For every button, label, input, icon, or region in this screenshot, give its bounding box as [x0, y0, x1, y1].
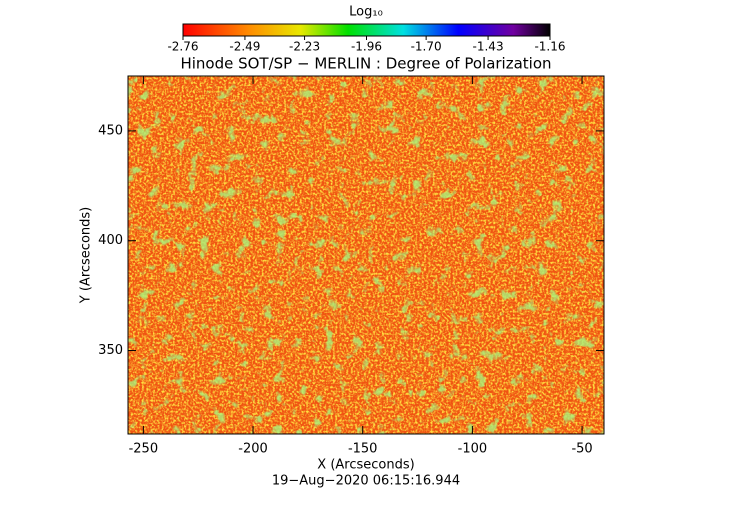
colorbar-label: Log₁₀: [349, 5, 383, 20]
colorbar-tick-label: -1.96: [351, 40, 382, 54]
y-axis-label: Y (Arcseconds): [79, 207, 94, 304]
x-tick-label: -200: [238, 442, 268, 457]
x-tick-label: -50: [571, 442, 592, 457]
chart-title: Hinode SOT/SP − MERLIN : Degree of Polar…: [180, 55, 551, 73]
colorbar-tick-label: -1.70: [411, 40, 442, 54]
footer: 19−Aug−2020 06:15:16.944: [272, 474, 460, 489]
y-tick-label: 400: [98, 233, 123, 248]
x-tick-label: -150: [348, 442, 378, 457]
y-tick-label: 350: [98, 343, 123, 358]
colorbar-tick-label: -2.76: [167, 40, 198, 54]
y-tick-label: 450: [98, 123, 123, 138]
heatmap-image: [128, 76, 604, 434]
colorbar-tick-label: -2.49: [229, 40, 260, 54]
colorbar-tick-label: -2.23: [289, 40, 320, 54]
x-axis-label: X (Arcseconds): [317, 458, 414, 473]
colorbar: [182, 23, 551, 37]
colorbar-tick-label: -1.16: [534, 40, 565, 54]
colorbar-tick-label: -1.43: [473, 40, 504, 54]
plot-frame: [127, 75, 605, 435]
x-tick-label: -250: [129, 442, 159, 457]
x-tick-label: -100: [458, 442, 488, 457]
